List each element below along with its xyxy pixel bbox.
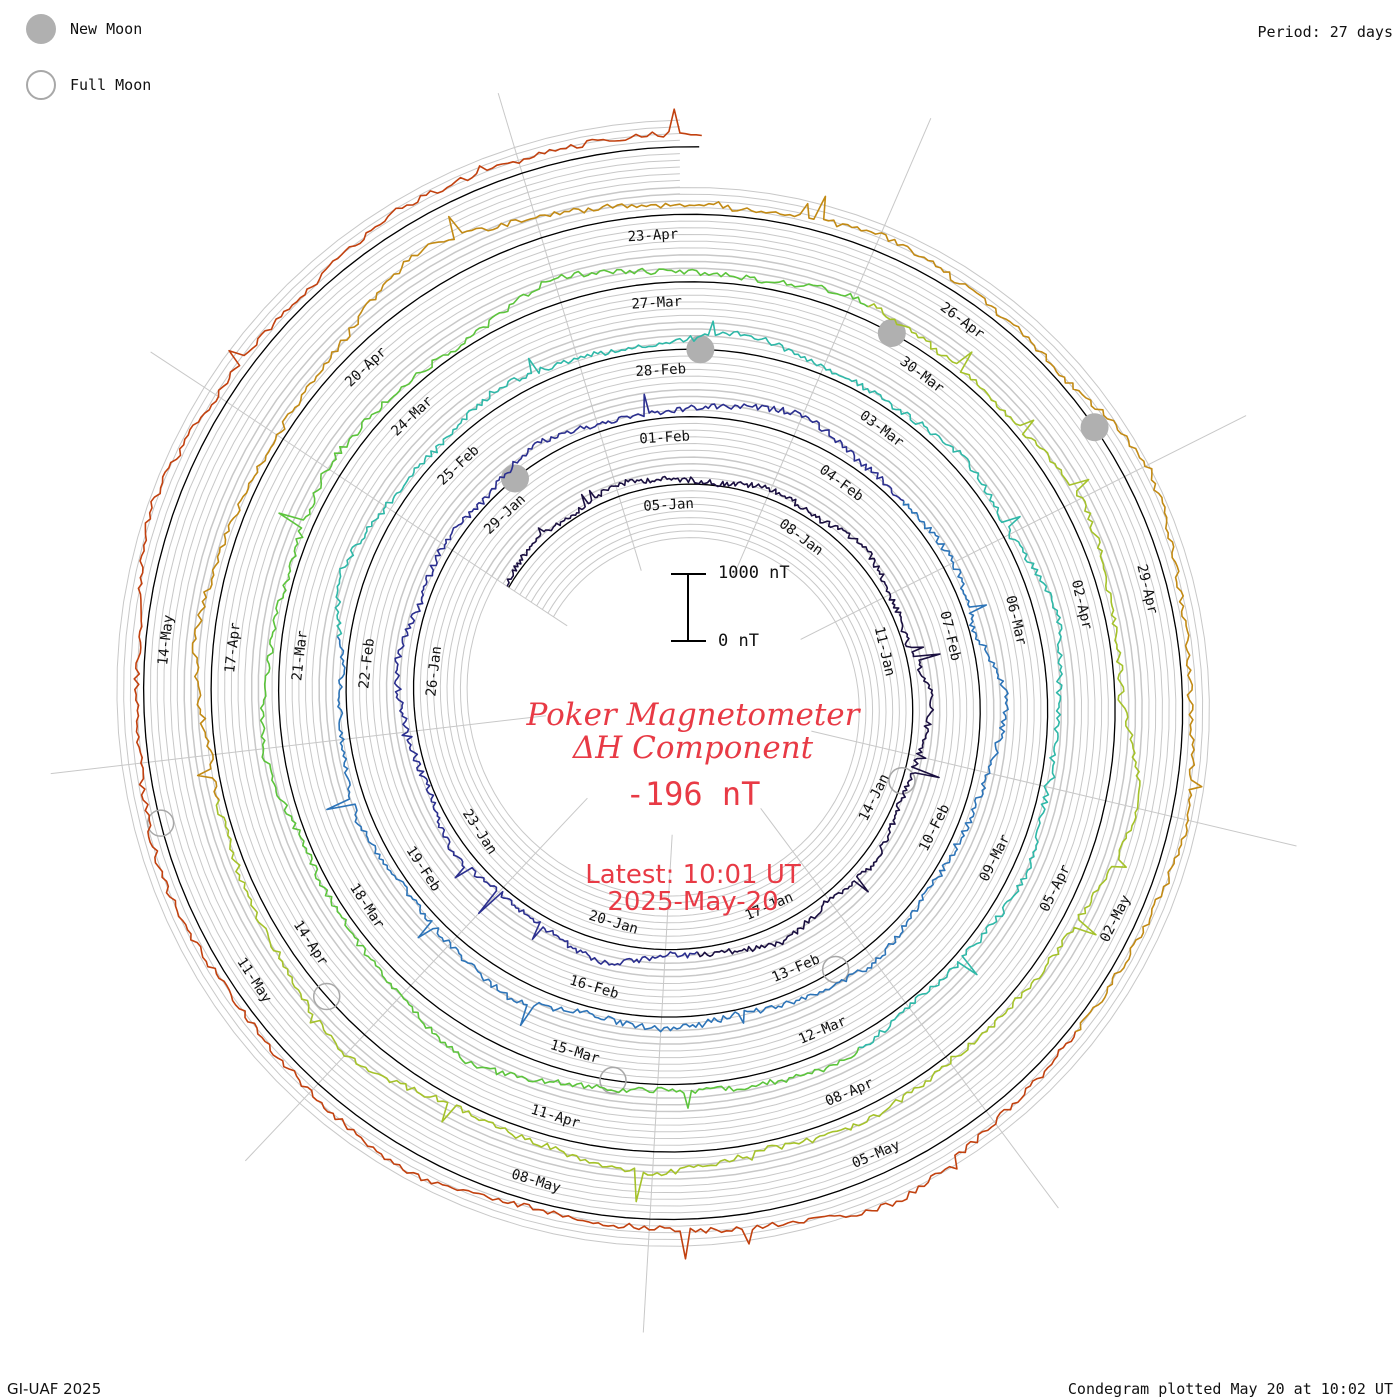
dh-trace-segment <box>191 195 1203 1033</box>
grid-spoke <box>732 118 932 577</box>
date-label: 22-Feb <box>356 637 378 689</box>
new-moon-label: New Moon <box>70 20 143 38</box>
date-label: 26-Apr <box>937 299 987 342</box>
full-moon-icon <box>26 70 56 100</box>
footer-plotted-time: Condegram plotted May 20 at 10:02 UT <box>1067 1380 1393 1398</box>
dh-trace-segment <box>506 475 941 958</box>
current-value: -196 nT <box>625 775 761 813</box>
grid-ring <box>156 159 1170 1207</box>
grid-spoke <box>642 834 673 1333</box>
latest-date: 2025-May-20 <box>607 887 779 917</box>
grid-rings <box>116 119 1210 1247</box>
date-label: 21-Mar <box>289 630 311 682</box>
date-label: 23-Apr <box>627 226 678 245</box>
full-moon-marker <box>821 955 850 984</box>
new-moon-marker <box>877 318 906 347</box>
grid-ring <box>170 173 1157 1194</box>
date-label: 17-Apr <box>222 622 244 674</box>
full-moon-marker <box>599 1066 627 1095</box>
scale-bar <box>671 573 706 642</box>
full-moon-marker <box>888 767 916 795</box>
full-moon-marker <box>146 809 175 837</box>
scale-bottom-label: 0 nT <box>718 631 759 651</box>
grid-ring <box>163 166 1163 1200</box>
zero-baseline <box>142 146 1184 1221</box>
date-label: 23-Jan <box>459 806 500 857</box>
date-label: 12-Mar <box>796 1013 849 1048</box>
new-moon-marker <box>1080 413 1109 442</box>
date-label: 14-May <box>155 614 177 666</box>
legend-new-moon: New Moon <box>26 14 142 44</box>
date-label: 04-Feb <box>816 462 866 505</box>
zero-baseline-spiral <box>142 146 1184 1221</box>
chart-title-line1: Poker Magnetometer <box>526 697 860 733</box>
date-label: 20-Apr <box>342 344 390 390</box>
grid-ring <box>196 200 1130 1167</box>
full-moon-label: Full Moon <box>70 76 152 94</box>
new-moon-icon <box>26 14 56 44</box>
new-moon-marker <box>686 335 715 364</box>
date-label: 27-Mar <box>631 294 682 313</box>
date-label: 15-Mar <box>548 1037 601 1067</box>
date-label: 14-Apr <box>290 918 331 969</box>
date-label: 24-Mar <box>388 393 436 439</box>
grid-ring <box>176 179 1150 1187</box>
grid-spoke <box>244 797 588 1162</box>
chart-title-line2: ΔH Component <box>572 730 814 766</box>
legend-full-moon: Full Moon <box>26 70 151 100</box>
grid-ring <box>116 119 1210 1247</box>
date-label: 11-Apr <box>529 1102 582 1132</box>
date-label: 28-Feb <box>635 361 686 380</box>
grid-ring <box>136 139 1190 1227</box>
date-label: 05-Jan <box>643 496 694 515</box>
grid-spoke <box>150 351 568 627</box>
scale-top-label: 1000 nT <box>718 563 790 583</box>
dh-trace-segment <box>259 267 869 1109</box>
dh-trace-segment <box>326 500 1009 1033</box>
date-label: 08-May <box>509 1166 562 1196</box>
dh-trace-segment <box>334 320 1063 1049</box>
date-label: 29-Jan <box>481 491 529 537</box>
dh-trace-segment <box>393 393 905 966</box>
full-moon-marker <box>312 982 341 1011</box>
date-label: 13-Feb <box>770 951 823 986</box>
date-label: 11-May <box>233 955 274 1006</box>
dh-data-trace <box>133 108 1203 1260</box>
date-label: 08-Apr <box>823 1075 876 1110</box>
dh-trace-segment <box>215 303 1141 1203</box>
latest-time: Latest: 10:01 UT <box>585 860 801 890</box>
grid-spoke <box>800 415 1247 640</box>
grid-ring <box>123 126 1204 1241</box>
footer-credit: GI-UAF 2025 <box>7 1380 102 1398</box>
moon-markers <box>146 318 1109 1095</box>
dh-trace-segment <box>133 108 1077 1260</box>
period-label: Period: 27 days <box>1257 23 1393 41</box>
date-label: 30-Mar <box>897 354 947 397</box>
date-label: 05-May <box>850 1137 903 1172</box>
new-moon-marker <box>500 464 529 493</box>
date-label: 26-Jan <box>423 645 445 697</box>
date-label: 16-Feb <box>567 972 620 1002</box>
date-label: 01-Feb <box>639 428 690 447</box>
date-label: 25-Feb <box>435 442 483 488</box>
date-label: 03-Mar <box>856 408 906 451</box>
grid-ring <box>149 153 1177 1214</box>
